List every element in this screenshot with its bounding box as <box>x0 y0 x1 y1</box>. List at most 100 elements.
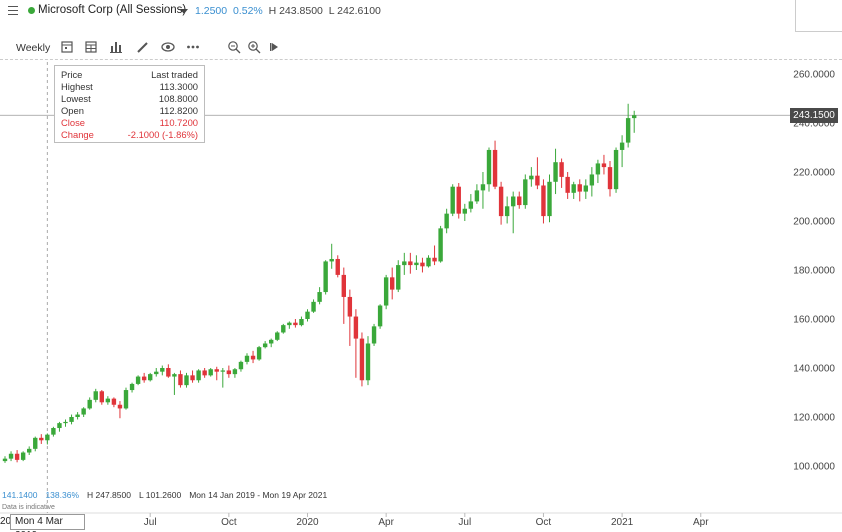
candle-body <box>396 265 401 290</box>
market-status-dot <box>28 7 35 14</box>
candle-body <box>571 184 576 193</box>
candle-body <box>547 181 552 217</box>
candle-body <box>238 361 244 370</box>
more-icon[interactable] <box>186 40 200 54</box>
candle-body <box>577 184 582 192</box>
tooltip-open-label: Open <box>61 105 84 116</box>
candle-body <box>432 257 437 262</box>
candle <box>281 323 286 334</box>
play-icon[interactable] <box>267 40 281 54</box>
candle <box>335 255 340 278</box>
candle <box>269 338 274 348</box>
candle <box>420 257 425 273</box>
candle <box>2 456 8 463</box>
candle <box>208 368 213 377</box>
header-bar: Microsoft Corp (All Sessions) 1.2500 0.5… <box>0 0 842 32</box>
candle <box>81 407 86 417</box>
candle-body <box>559 162 564 177</box>
calendar-icon[interactable] <box>60 40 74 54</box>
candle <box>323 260 328 295</box>
tooltip-close-value: 110.7200 <box>159 117 198 128</box>
candle <box>123 387 129 410</box>
candle <box>383 274 389 310</box>
candle <box>299 316 304 327</box>
interval-selector[interactable]: Weekly <box>16 42 51 54</box>
zoom-in-icon[interactable] <box>247 40 261 54</box>
candle-body <box>426 257 431 267</box>
candle <box>347 289 353 346</box>
grid-calendar-icon[interactable] <box>84 40 98 54</box>
x-tick-label: Apr <box>378 517 394 528</box>
eye-icon[interactable] <box>161 40 175 54</box>
candle <box>244 353 250 365</box>
candle <box>250 350 256 364</box>
candle-body <box>20 452 26 460</box>
candle <box>523 174 528 209</box>
candlestick-series <box>2 103 637 463</box>
candle-body <box>535 175 540 186</box>
candle <box>438 225 443 263</box>
x-axis-labels: Jul Oct 2020 Apr Jul Oct 2021 Apr <box>144 513 709 528</box>
tooltip-lowest-value: 108.8000 <box>158 93 198 104</box>
candle-body <box>456 186 461 214</box>
pencil-icon[interactable] <box>136 40 150 54</box>
candle-body <box>450 186 455 214</box>
candle-body <box>420 262 425 267</box>
footer-date-range: Mon 14 Jan 2019 - Mon 19 Apr 2021 <box>189 490 328 500</box>
candle <box>14 450 20 463</box>
candle <box>51 426 56 437</box>
candle <box>353 309 359 378</box>
candle-body <box>99 391 104 403</box>
candle <box>426 255 431 268</box>
bar-chart-icon[interactable] <box>109 40 123 54</box>
candle <box>329 243 334 269</box>
candle <box>408 252 413 274</box>
candle <box>93 388 98 403</box>
candle-body <box>75 414 80 417</box>
y-tick-label: 240.0000 <box>793 119 835 130</box>
candle <box>559 158 564 188</box>
candle-body <box>329 258 334 262</box>
candle-body <box>377 305 383 327</box>
candle-body <box>305 311 310 319</box>
candle <box>390 267 395 300</box>
candle <box>220 368 225 388</box>
tooltip-change-value: -2.1000 (-1.86%) <box>127 129 198 140</box>
candle-body <box>256 347 262 360</box>
candle <box>359 332 365 387</box>
candle-body <box>486 149 492 185</box>
candle <box>402 252 407 275</box>
chart-footer-stats: 141.1400 138.36% H 247.8500 L 101.2600 M… <box>2 490 335 500</box>
candle <box>432 245 437 266</box>
instrument-title[interactable]: Microsoft Corp (All Sessions) <box>38 4 187 16</box>
tooltip-highest-value: 113.3000 <box>159 81 198 92</box>
candle <box>105 396 111 405</box>
zoom-out-icon[interactable] <box>227 40 241 54</box>
candle-body <box>69 417 74 422</box>
y-tick-label: 220.0000 <box>793 168 835 179</box>
candle <box>607 160 613 197</box>
menu-icon[interactable] <box>8 6 18 15</box>
candle-body <box>117 404 123 409</box>
candle-body <box>353 316 359 339</box>
candle-body <box>498 186 504 217</box>
candle-body <box>81 408 86 415</box>
x-tick-label: Jul <box>144 517 157 528</box>
candle-body <box>365 343 371 381</box>
candle <box>190 370 195 383</box>
y-tick-label: 160.0000 <box>793 315 835 326</box>
chevron-down-icon[interactable] <box>180 9 188 14</box>
footer-stat-percent: 138.36% <box>45 490 80 500</box>
candle <box>450 184 455 217</box>
ohlc-tooltip: Price Last traded Highest 113.3000 Lowest 1… <box>54 65 205 143</box>
candle-body <box>129 383 135 391</box>
candle-body <box>45 434 50 441</box>
candle <box>480 172 486 209</box>
candle-body <box>202 370 207 376</box>
toolbar-divider <box>0 59 842 60</box>
candle <box>517 191 522 209</box>
header-corner-box <box>795 0 842 32</box>
candle <box>141 372 147 383</box>
candle-body <box>178 374 183 386</box>
tooltip-open-value: 112.8200 <box>159 105 198 116</box>
